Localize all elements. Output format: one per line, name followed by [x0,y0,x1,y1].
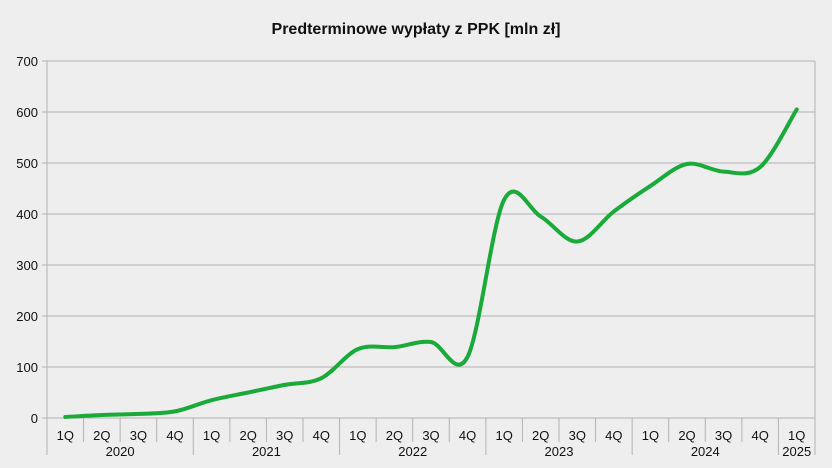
x-tick-label: 4Q [459,428,476,443]
x-tick-label: 3Q [569,428,586,443]
x-tick-label: 2Q [386,428,403,443]
x-tick-label: 3Q [276,428,293,443]
x-tick-label: 2Q [532,428,549,443]
chart-title: Predterminowe wypłaty z PPK [mln zł] [272,21,561,38]
x-tick-label: 1Q [495,428,512,443]
x-tick-label: 2Q [93,428,110,443]
y-tick-label: 100 [16,360,38,375]
series-line [63,107,799,419]
x-tick-label: 3Q [422,428,439,443]
year-label: 2022 [398,444,427,459]
year-label: 2023 [545,444,574,459]
x-tick-label: 4Q [313,428,330,443]
y-tick-label: 300 [16,258,38,273]
year-label: 2020 [106,444,135,459]
x-tick-label: 3Q [715,428,732,443]
year-label: 2025 [782,444,811,459]
x-tick-label: 1Q [57,428,74,443]
year-label: 2024 [691,444,720,459]
x-tick-label: 1Q [349,428,366,443]
x-tick-label: 1Q [788,428,805,443]
y-tick-label: 700 [16,54,38,69]
y-tick-label: 600 [16,105,38,120]
y-tick-label: 0 [31,411,38,426]
x-tick-label: 4Q [605,428,622,443]
x-tick-label: 2Q [239,428,256,443]
x-tick-label: 4Q [751,428,768,443]
x-tick-label: 1Q [203,428,220,443]
y-tick-label: 200 [16,309,38,324]
y-tick-label: 500 [16,156,38,171]
year-label: 2021 [252,444,281,459]
x-tick-label: 1Q [642,428,659,443]
x-tick-label: 2Q [678,428,695,443]
x-tick-label: 4Q [166,428,183,443]
x-tick-label: 3Q [130,428,147,443]
y-tick-label: 400 [16,207,38,222]
